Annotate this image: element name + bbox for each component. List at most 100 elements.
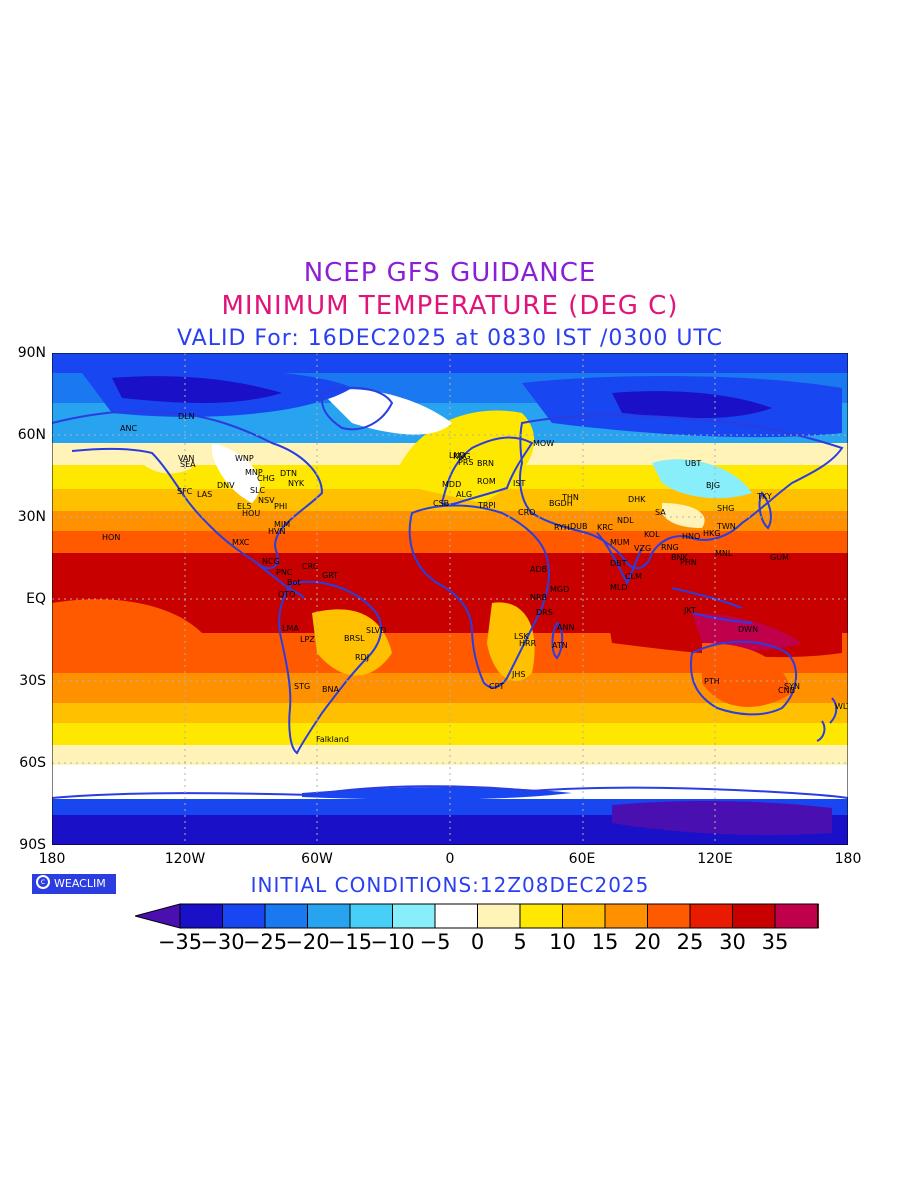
station-label-bgdh: BGDH — [549, 499, 573, 508]
station-label-nrb: NRB — [530, 593, 547, 602]
lat-label-eq: EQ — [26, 591, 46, 607]
station-label-lnd: LND — [449, 451, 466, 460]
station-label-lpz: LPZ — [300, 635, 315, 644]
station-label-hno: HNO — [682, 532, 700, 541]
lat-label-60n: 60N — [17, 427, 46, 443]
station-label-alg: ALG — [456, 490, 472, 499]
station-label-brn: BRN — [477, 459, 494, 468]
station-label-bnk: BNK — [671, 553, 688, 562]
station-label-bna: BNA — [322, 685, 339, 694]
station-label-ann: ANN — [557, 623, 574, 632]
station-label-wnp: WNP — [235, 454, 254, 463]
colorbar-arrow-low — [135, 903, 181, 929]
colorbar-swatch — [179, 903, 223, 929]
colorbar-swatch — [604, 903, 648, 929]
station-label-lsk: LSK — [514, 632, 530, 641]
station-label-chg: CHG — [257, 474, 275, 483]
station-label-slvd: SLVD — [366, 626, 386, 635]
colorbar-swatch — [307, 903, 351, 929]
station-label-mim: MIM — [274, 520, 290, 529]
station-label-shg: SHG — [717, 504, 734, 513]
station-label-sfc: SFC — [177, 487, 193, 496]
station-label-sa: SA — [655, 508, 666, 517]
station-label-mdd: MDD — [442, 480, 461, 489]
colorbar-arrow-high — [817, 903, 819, 929]
station-label-sea: SEA — [180, 460, 196, 469]
station-label-crc: CRC — [302, 562, 319, 571]
station-label-hkg: HKG — [703, 529, 720, 538]
station-label-rom: ROM — [477, 477, 496, 486]
station-label-dnv: DNV — [217, 481, 235, 490]
station-label-cnb: CNB — [778, 686, 795, 695]
colorbar-swatch — [349, 903, 393, 929]
station-label-vzg: VZG — [634, 544, 651, 553]
station-label-dub: DUB — [570, 522, 588, 531]
station-label-mgd: MGD — [550, 585, 569, 594]
station-label-dbt: DBT — [610, 559, 627, 568]
lat-label-60s: 60S — [19, 755, 46, 771]
colorbar-swatch — [647, 903, 691, 929]
colorbar-label: −30 — [200, 930, 245, 954]
station-label-cro: CRO — [518, 508, 535, 517]
initial-conditions: INITIAL CONDITIONS:12Z08DEC2025 — [250, 873, 650, 897]
station-label-dln: DLN — [178, 412, 195, 421]
colorbar-label: −5 — [419, 930, 451, 954]
chart-subtitle: MINIMUM TEMPERATURE (DEG C) — [221, 291, 679, 321]
lon-label-120w: 120W — [164, 851, 206, 867]
station-label-tky: TKY — [756, 492, 772, 501]
station-label-nsv: NSV — [258, 496, 275, 505]
station-label-mnp: MNP — [245, 468, 263, 477]
lat-label-30n: 30N — [17, 509, 46, 525]
station-label-ncg: NCG — [262, 557, 280, 566]
colorbar-swatch — [519, 903, 563, 929]
station-label-rdj: RDJ — [355, 653, 369, 662]
lon-label-60w: 60W — [301, 851, 333, 867]
colorbar-label: −10 — [370, 930, 415, 954]
station-label-jkt: JKT — [683, 606, 696, 615]
colorbar-label: 20 — [634, 930, 661, 954]
lat-label-90n: 90N — [17, 345, 46, 361]
colorbar-swatch — [264, 903, 308, 929]
station-label-bjg: BJG — [706, 481, 720, 490]
station-label-van: VAN — [178, 454, 194, 463]
colorbar-label: 30 — [719, 930, 746, 954]
lon-label-180e: 180 — [834, 851, 862, 867]
station-label-jhs: JHS — [511, 670, 525, 679]
station-label-hrr: HRR — [519, 639, 537, 648]
copyright-icon: c — [36, 875, 50, 889]
station-label-hou: HOU — [242, 509, 260, 518]
colorbar-label: 35 — [761, 930, 789, 954]
colorbar-label: −15 — [327, 930, 373, 954]
station-label-nyk: NYK — [288, 479, 305, 488]
station-label-ist: IST — [513, 479, 525, 488]
station-label-hvn: HVN — [268, 527, 285, 536]
station-label-kol: KOL — [644, 530, 660, 539]
station-label-mxc: MXC — [232, 538, 250, 547]
station-label-pth: PTH — [704, 677, 720, 686]
station-label-syn: SYN — [784, 682, 800, 691]
station-label-kng: KNG — [453, 452, 470, 461]
station-label-falkland: Falkland — [316, 735, 349, 744]
station-label-twn: TWN — [716, 522, 736, 531]
station-label-mld: MLD — [610, 583, 628, 592]
station-label-krc: KRC — [597, 523, 613, 532]
lat-label-30s: 30S — [19, 673, 46, 689]
colorbar-swatch — [222, 903, 266, 929]
lon-label-60e: 60E — [568, 851, 596, 867]
station-label-phi: PHI — [274, 502, 287, 511]
colorbar-swatch — [477, 903, 521, 929]
colorbar-label: 15 — [591, 930, 619, 954]
colorbar-label: −35 — [157, 930, 203, 954]
colorbar-label: 25 — [676, 930, 704, 954]
station-label-gum: GUM — [770, 553, 789, 562]
station-label-lma: LMA — [282, 624, 299, 633]
station-label-wlt: WLT — [835, 702, 848, 711]
station-label-ryh: RYH — [554, 523, 570, 532]
station-label-anc: ANC — [120, 424, 137, 433]
station-label-clm: CLM — [625, 572, 642, 581]
colorbar-label: 5 — [513, 930, 527, 954]
lon-label-120e: 120E — [697, 851, 733, 867]
station-label-adb: ADB — [530, 565, 547, 574]
colorbar-label: 10 — [549, 930, 576, 954]
station-label-hon: HON — [102, 533, 120, 542]
